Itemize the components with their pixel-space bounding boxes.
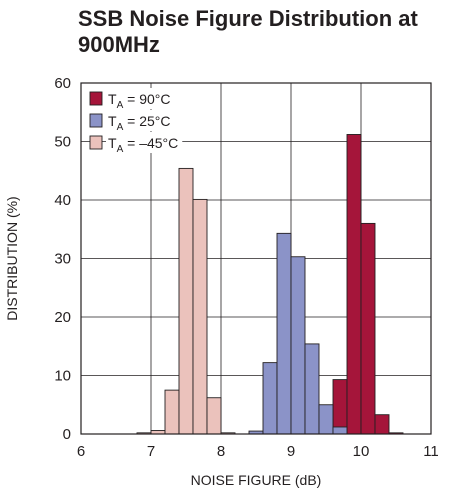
chart-title: SSB Noise Figure Distribution at 900MHz bbox=[78, 6, 418, 57]
histogram-bar-series-2 bbox=[164, 389, 180, 435]
legend-label: TA = –45°C bbox=[108, 135, 178, 155]
x-tick-label: 11 bbox=[423, 443, 439, 460]
y-axis-label: DISTRIBUTION (%) bbox=[4, 196, 20, 320]
y-tick-label: 20 bbox=[54, 309, 71, 326]
bars bbox=[136, 134, 404, 435]
x-tick-label: 6 bbox=[77, 443, 85, 460]
legend-swatch bbox=[89, 91, 103, 106]
histogram-bar-series-1 bbox=[262, 362, 278, 435]
histogram-bar-series-1 bbox=[276, 232, 292, 435]
legend-label: TA = 25°C bbox=[108, 113, 170, 133]
y-tick-labels: 0 10 20 30 40 50 60 bbox=[54, 75, 71, 443]
x-tick-label: 10 bbox=[353, 443, 370, 460]
legend-swatch bbox=[89, 135, 103, 150]
y-tick-label: 40 bbox=[54, 192, 71, 209]
histogram-bar-series-1 bbox=[332, 426, 348, 435]
x-tick-labels: 6 7 8 9 10 11 bbox=[77, 443, 439, 460]
histogram-bar-series-2 bbox=[206, 397, 222, 435]
y-tick-label: 30 bbox=[54, 251, 71, 268]
histogram-bar-series-0 bbox=[346, 134, 362, 435]
legend: TA = 90°CTA = 25°CTA = –45°C bbox=[89, 88, 183, 155]
plot-frame bbox=[80, 82, 432, 435]
legend-label-bg bbox=[106, 110, 175, 131]
histogram-bar-series-2 bbox=[178, 167, 194, 435]
legend-swatch bbox=[89, 113, 103, 128]
x-tick-label: 7 bbox=[147, 443, 155, 460]
legend-label: TA = 90°C bbox=[108, 91, 170, 111]
y-tick-label: 0 bbox=[63, 426, 71, 443]
histogram-bar-series-1 bbox=[290, 256, 306, 435]
legend-label-bg bbox=[106, 88, 175, 109]
y-tick-label: 50 bbox=[54, 134, 71, 151]
histogram-bar-series-1 bbox=[318, 404, 334, 435]
histogram-bar-series-0 bbox=[332, 379, 348, 435]
x-tick-label: 8 bbox=[217, 443, 225, 460]
histogram-bar-series-0 bbox=[360, 222, 376, 435]
histogram-bar-series-1 bbox=[304, 343, 320, 435]
histogram-bar-series-0 bbox=[374, 414, 390, 435]
legend-label-bg bbox=[106, 132, 183, 153]
x-tick-label: 9 bbox=[287, 443, 295, 460]
y-tick-label: 10 bbox=[54, 368, 71, 385]
histogram-bar-series-2 bbox=[192, 198, 208, 435]
y-tick-label: 60 bbox=[54, 75, 71, 92]
x-axis-label: NOISE FIGURE (dB) bbox=[191, 472, 322, 488]
